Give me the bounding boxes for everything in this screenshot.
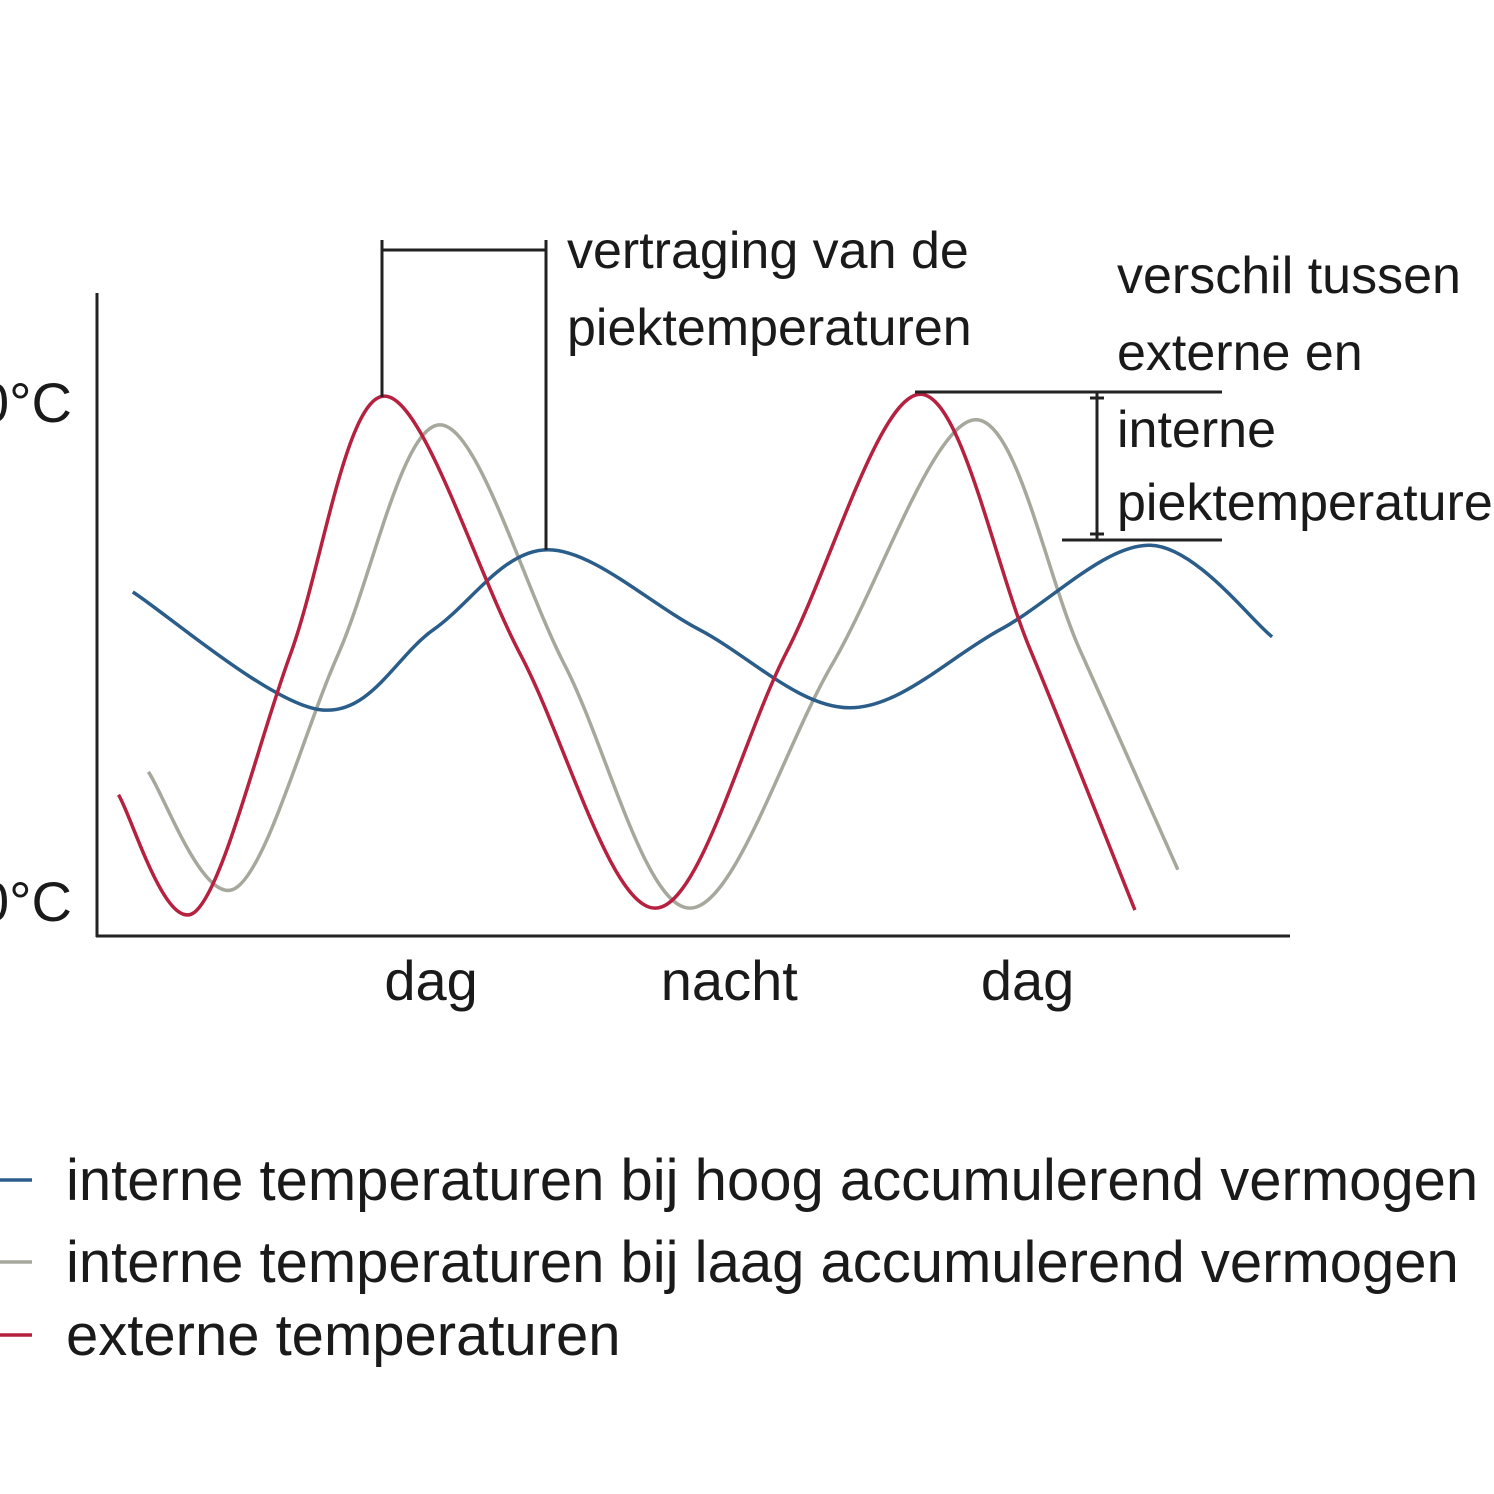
series-line	[116, 392, 1137, 917]
axes	[95, 293, 1290, 938]
x-tick-label: dag	[981, 949, 1074, 1012]
legend-label: externe temperaturen	[66, 1303, 621, 1368]
series-line	[146, 418, 1180, 910]
legend-label: interne temperaturen bij hoog accumulere…	[66, 1148, 1478, 1213]
delay-annotation-line-2: piektemperaturen	[567, 299, 972, 357]
difference-bracket	[915, 390, 1222, 542]
delay-bracket	[380, 240, 548, 550]
difference-annotation-line-3: interne	[1117, 401, 1276, 459]
difference-annotation-line-2: externe en	[1117, 324, 1363, 382]
y-tick-label: 0°C	[0, 371, 72, 434]
delay-annotation-line-1: vertraging van de	[567, 222, 969, 280]
difference-annotation-line-4: piektemperaturen	[1117, 474, 1494, 532]
legend: interne temperaturen bij hoog accumulere…	[0, 1148, 1478, 1368]
legend-label: interne temperaturen bij laag accumulere…	[66, 1230, 1459, 1295]
x-tick-label: nacht	[661, 949, 798, 1012]
y-tick-label: 0°C	[0, 870, 72, 933]
x-tick-label: dag	[384, 949, 477, 1012]
difference-annotation-line-1: verschil tussen	[1117, 247, 1461, 305]
series-line	[131, 543, 1274, 712]
